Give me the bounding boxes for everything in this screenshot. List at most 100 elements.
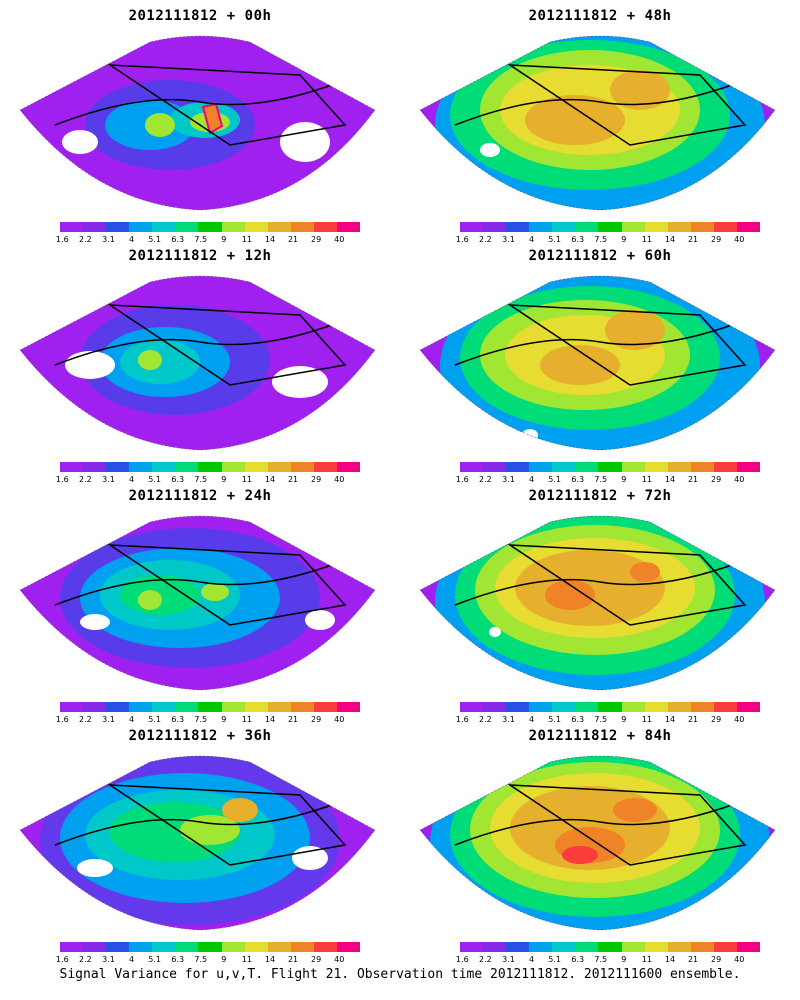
- colorbar-swatch: [506, 222, 530, 232]
- colorbar-tick-label: 21: [687, 715, 699, 724]
- colorbar-swatch: [175, 942, 199, 952]
- colorbar-swatch: [575, 702, 599, 712]
- colorbar-swatch: [598, 942, 622, 952]
- colorbar-swatch: [621, 462, 645, 472]
- colorbar-tick-label: 1.6: [455, 235, 469, 244]
- colorbar-swatch: [83, 462, 107, 472]
- colorbar-tick-label: 9: [221, 955, 227, 964]
- colorbar-swatch: [198, 702, 222, 712]
- colorbar-swatch: [529, 702, 553, 712]
- colorbar-tick-label: 11: [641, 715, 653, 724]
- colorbar-tick-label: 1.6: [55, 475, 69, 484]
- colorbar: [460, 462, 761, 474]
- colorbar-tick-label: 40: [334, 955, 345, 964]
- colorbar-tick-label: 4: [528, 475, 535, 484]
- variance-map: [419, 35, 776, 211]
- colorbar-swatch: [690, 942, 714, 952]
- colorbar-swatch: [198, 462, 222, 472]
- colorbar-tick-label: 29: [711, 955, 722, 964]
- colorbar-swatch: [221, 702, 245, 712]
- colorbar-tick-label: 3.1: [102, 235, 115, 244]
- map-panel-00h: 2012111812 + 00h 1.6 2.2 3.1 4 5.1 6.3 7.5 9 11 1…: [0, 0, 400, 244]
- panel-title: 2012111812 + 60h: [528, 248, 672, 264]
- colorbar-tick-label: 21: [287, 955, 299, 964]
- colorbar-tick-label: 4: [528, 715, 535, 724]
- colorbar-swatch: [152, 462, 176, 472]
- colorbar-swatch: [667, 942, 691, 952]
- colorbar-ticks: 1.6 2.2 3.1 4 5.1 6.3 7.5 9 11 14 21 29 40: [56, 715, 360, 727]
- colorbar-swatch: [175, 222, 199, 232]
- colorbar-swatch: [552, 222, 576, 232]
- colorbar-swatch: [736, 702, 761, 712]
- map-panel-12h: 2012111812 + 12h 1.6 2.2 3.1 4 5.1 6.3 7.5 9 11 1…: [0, 240, 400, 484]
- colorbar-tick-label: 5.1: [548, 475, 561, 484]
- colorbar-swatch: [244, 702, 268, 712]
- panel-title: 2012111812 + 72h: [528, 488, 672, 504]
- colorbar-ticks: 1.6 2.2 3.1 4 5.1 6.3 7.5 9 11 14 21 29 40: [456, 475, 760, 487]
- colorbar-tick-label: 6.3: [171, 955, 185, 964]
- colorbar-swatch: [267, 702, 291, 712]
- colorbar-tick-label: 9: [621, 715, 627, 724]
- colorbar-ticks: 1.6 2.2 3.1 4 5.1 6.3 7.5 9 11 14 21 29 40: [56, 235, 360, 247]
- colorbar-swatch: [83, 942, 107, 952]
- colorbar-swatch: [690, 702, 714, 712]
- colorbar-tick-label: 6.3: [171, 475, 185, 484]
- colorbar-swatch: [267, 222, 291, 232]
- colorbar: [60, 462, 361, 474]
- colorbar-ticks: 1.6 2.2 3.1 4 5.1 6.3 7.5 9 11 14 21 29 40: [56, 955, 360, 967]
- colorbar-tick-label: 2.2: [479, 475, 492, 484]
- colorbar-swatch: [621, 942, 645, 952]
- colorbar-swatch: [667, 222, 691, 232]
- colorbar-tick-label: 2.2: [79, 955, 92, 964]
- colorbar-tick-label: 2.2: [79, 475, 92, 484]
- colorbar-tick-label: 9: [221, 235, 227, 244]
- colorbar-tick-label: 4: [528, 955, 535, 964]
- colorbar-ticks: 1.6 2.2 3.1 4 5.1 6.3 7.5 9 11 14 21 29 40: [456, 955, 760, 967]
- colorbar-tick-label: 11: [241, 715, 253, 724]
- colorbar-tick-label: 21: [687, 955, 699, 964]
- colorbar-tick-label: 1.6: [55, 955, 69, 964]
- colorbar-swatch: [460, 942, 484, 952]
- colorbar-swatch: [598, 702, 622, 712]
- map-panel-48h: 2012111812 + 48h 1.6 2.2 3.1 4 5.1 6.3 7.5 9 11 1…: [400, 0, 800, 244]
- colorbar-tick-label: 40: [734, 955, 745, 964]
- colorbar-tick-label: 21: [687, 475, 699, 484]
- colorbar-swatch: [198, 222, 222, 232]
- colorbar-swatch: [690, 222, 714, 232]
- colorbar-swatch: [483, 222, 507, 232]
- colorbar-swatch: [644, 462, 668, 472]
- colorbar-swatch: [221, 462, 245, 472]
- variance-map: [419, 755, 776, 931]
- colorbar-tick-label: 9: [621, 475, 627, 484]
- colorbar-swatch: [483, 462, 507, 472]
- colorbar-tick-label: 11: [241, 955, 253, 964]
- panel-title: 2012111812 + 36h: [128, 728, 272, 744]
- colorbar-tick-label: 5.1: [548, 715, 561, 724]
- colorbar-tick-label: 3.1: [502, 235, 515, 244]
- colorbar-tick-label: 2.2: [479, 955, 492, 964]
- colorbar-swatch: [529, 462, 553, 472]
- colorbar-tick-label: 40: [334, 715, 345, 724]
- colorbar-ticks: 1.6 2.2 3.1 4 5.1 6.3 7.5 9 11 14 21 29 40: [56, 475, 360, 487]
- colorbar: [60, 942, 361, 954]
- colorbar-swatch: [152, 702, 176, 712]
- colorbar-tick-label: 3.1: [502, 475, 515, 484]
- colorbar-tick-label: 5.1: [548, 235, 561, 244]
- panel-title: 2012111812 + 12h: [128, 248, 272, 264]
- colorbar-tick-label: 9: [221, 475, 227, 484]
- colorbar-swatch: [290, 702, 314, 712]
- colorbar-tick-label: 6.3: [571, 715, 585, 724]
- colorbar-tick-label: 21: [287, 715, 299, 724]
- colorbar-swatch: [129, 942, 153, 952]
- colorbar-swatch: [83, 222, 107, 232]
- colorbar-swatch: [336, 942, 361, 952]
- colorbar-swatch: [336, 222, 361, 232]
- colorbar-swatch: [552, 942, 576, 952]
- colorbar-swatch: [313, 702, 337, 712]
- colorbar-swatch: [736, 462, 761, 472]
- colorbar: [60, 222, 361, 234]
- variance-map: [19, 275, 376, 451]
- colorbar-swatch: [667, 462, 691, 472]
- colorbar-swatch: [644, 702, 668, 712]
- panel-title: 2012111812 + 00h: [128, 8, 272, 24]
